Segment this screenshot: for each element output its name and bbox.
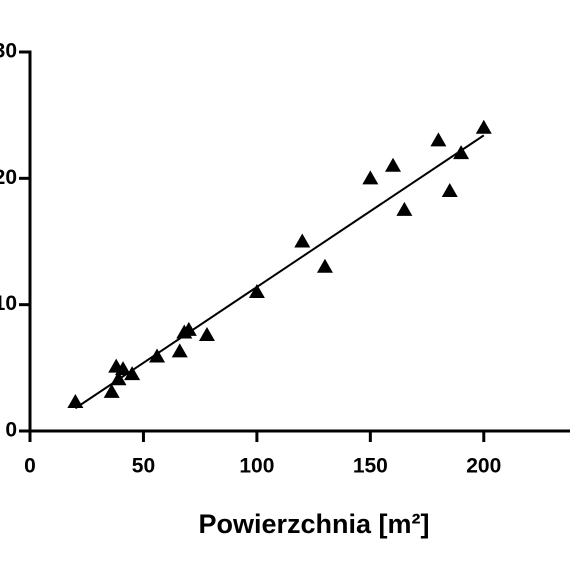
- y-tick-label: 0: [5, 419, 17, 442]
- point: [396, 201, 413, 216]
- point: [124, 366, 141, 381]
- y-tick-label: 30: [0, 40, 17, 63]
- point: [294, 233, 311, 248]
- point: [149, 348, 166, 363]
- point: [316, 258, 333, 273]
- point: [441, 182, 458, 197]
- point: [475, 119, 492, 134]
- point: [110, 371, 127, 386]
- point: [453, 145, 470, 160]
- point: [171, 343, 188, 358]
- x-tick-label: 100: [239, 455, 274, 478]
- y-tick-label: 20: [0, 166, 17, 189]
- point: [248, 284, 265, 299]
- point: [198, 326, 215, 341]
- point: [430, 132, 447, 147]
- x-tick-label: 150: [353, 455, 388, 478]
- x-axis-title: Powierzchnia [m²]: [198, 509, 429, 539]
- point: [115, 361, 132, 376]
- x-tick-label: 200: [466, 455, 501, 478]
- point: [385, 157, 402, 172]
- x-tick-label: 0: [24, 455, 36, 478]
- x-tick-label: 50: [132, 455, 155, 478]
- point: [362, 170, 379, 185]
- y-tick-label: 10: [0, 292, 17, 315]
- point: [67, 393, 84, 408]
- trend-line: [74, 134, 485, 410]
- point: [180, 321, 197, 336]
- point: [103, 383, 120, 398]
